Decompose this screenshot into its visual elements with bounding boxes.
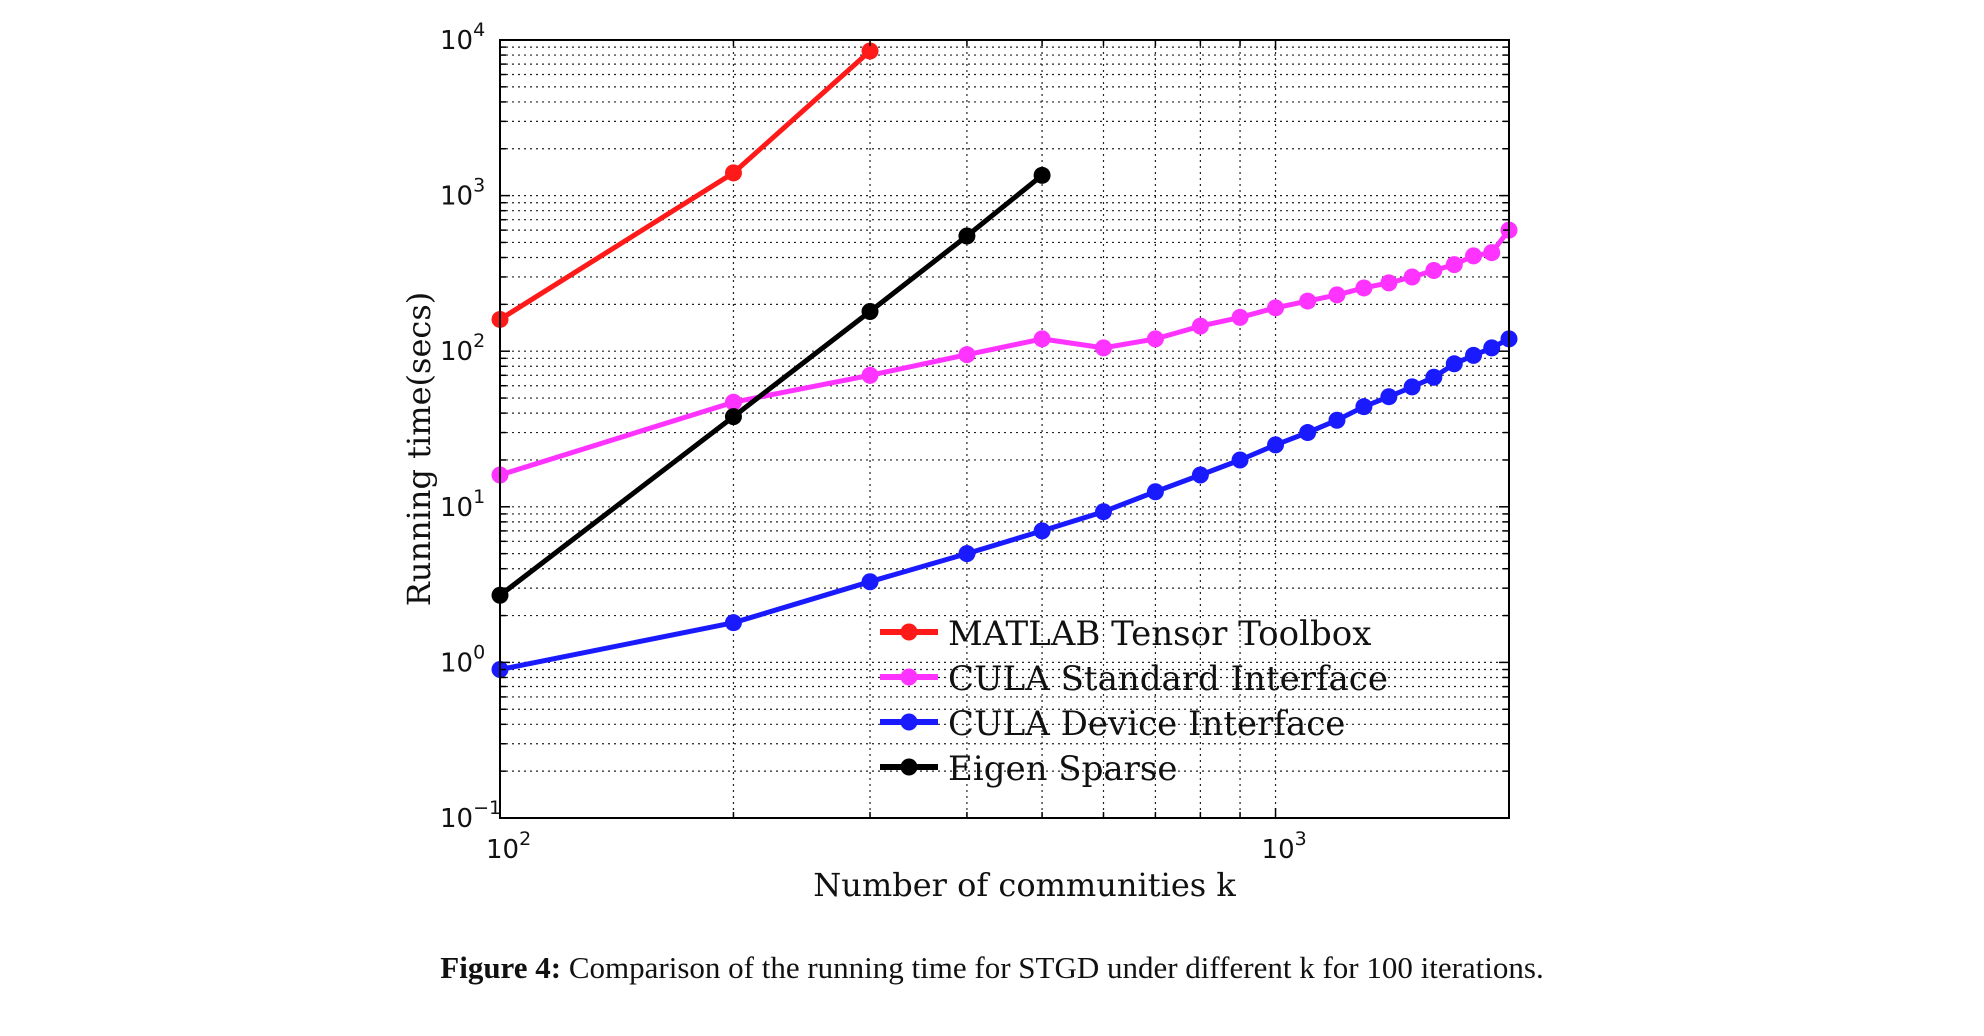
data-point (958, 227, 976, 245)
data-point (1191, 317, 1209, 335)
data-point (861, 573, 879, 591)
data-point (1328, 286, 1346, 304)
series-points (491, 42, 1518, 679)
y-tick-label: 101 (440, 486, 485, 523)
data-point (1403, 378, 1421, 396)
x-tick-label: 103 (1262, 828, 1307, 865)
legend-label: CULA Device Interface (948, 704, 1345, 744)
legend-label: CULA Standard Interface (948, 659, 1388, 699)
y-tick-label: 104 (440, 19, 485, 56)
data-point (1328, 411, 1346, 429)
data-point (724, 393, 742, 411)
data-point (861, 42, 879, 60)
data-point (861, 302, 879, 320)
data-point (1231, 451, 1249, 469)
caption-label: Figure 4: (440, 950, 562, 985)
chart: 102 103 10−1 100 101 102 103 104 Number of comm… (400, 19, 1518, 904)
data-point (1355, 279, 1373, 297)
data-point (1483, 339, 1501, 357)
data-point (1483, 244, 1501, 262)
data-point (1445, 355, 1463, 373)
data-point (1146, 483, 1164, 501)
data-point (1094, 503, 1112, 521)
data-point (1033, 166, 1051, 184)
data-point (1380, 274, 1398, 292)
data-point (1380, 388, 1398, 406)
caption-text: Comparison of the running time for STGD … (568, 950, 1544, 985)
data-point (1191, 466, 1209, 484)
x-tick-label: 102 (486, 828, 531, 865)
y-tick-label: 100 (440, 641, 485, 678)
figure-caption: Figure 4: Comparison of the running time… (0, 950, 1984, 986)
grid (499, 39, 1510, 819)
data-point (1094, 339, 1112, 357)
data-point (724, 164, 742, 182)
y-axis-label: Running time(secs) (400, 292, 438, 606)
data-point (958, 545, 976, 563)
data-point (1425, 368, 1443, 386)
legend-label: Eigen Sparse (948, 749, 1177, 789)
series-line-1 (499, 228, 1511, 478)
data-point (1231, 308, 1249, 326)
data-point (1267, 436, 1285, 454)
legend-swatch-marker (900, 713, 918, 731)
data-point (724, 614, 742, 632)
plot-frame (499, 39, 1510, 819)
tick-labels: 102 103 10−1 100 101 102 103 104 (440, 19, 1307, 865)
data-point (1465, 247, 1483, 265)
legend-label: MATLAB Tensor Toolbox (948, 614, 1371, 654)
y-tick-label: 102 (440, 330, 485, 367)
data-point (1355, 398, 1373, 416)
x-axis-label: Number of communities k (813, 866, 1236, 904)
data-point (1465, 346, 1483, 364)
legend-swatch-marker (900, 623, 918, 641)
data-point (958, 346, 976, 364)
data-point (1445, 256, 1463, 274)
data-point (1033, 522, 1051, 540)
axis-ticks (499, 39, 1510, 819)
legend-swatch-marker (900, 758, 918, 776)
series-line-0 (498, 49, 872, 322)
data-point (1146, 330, 1164, 348)
data-point (1403, 268, 1421, 286)
y-tick-label: 103 (440, 175, 485, 212)
data-point (724, 408, 742, 426)
data-point (1033, 330, 1051, 348)
legend-swatch-marker (900, 668, 918, 686)
series-lines (498, 49, 1511, 672)
data-point (861, 366, 879, 384)
data-point (1299, 424, 1317, 442)
data-point (1267, 299, 1285, 317)
legend: MATLAB Tensor Toolbox CULA Standard Inter… (880, 614, 1388, 789)
y-tick-label: 10−1 (440, 797, 501, 834)
data-point (1425, 262, 1443, 280)
data-point (1299, 292, 1317, 310)
